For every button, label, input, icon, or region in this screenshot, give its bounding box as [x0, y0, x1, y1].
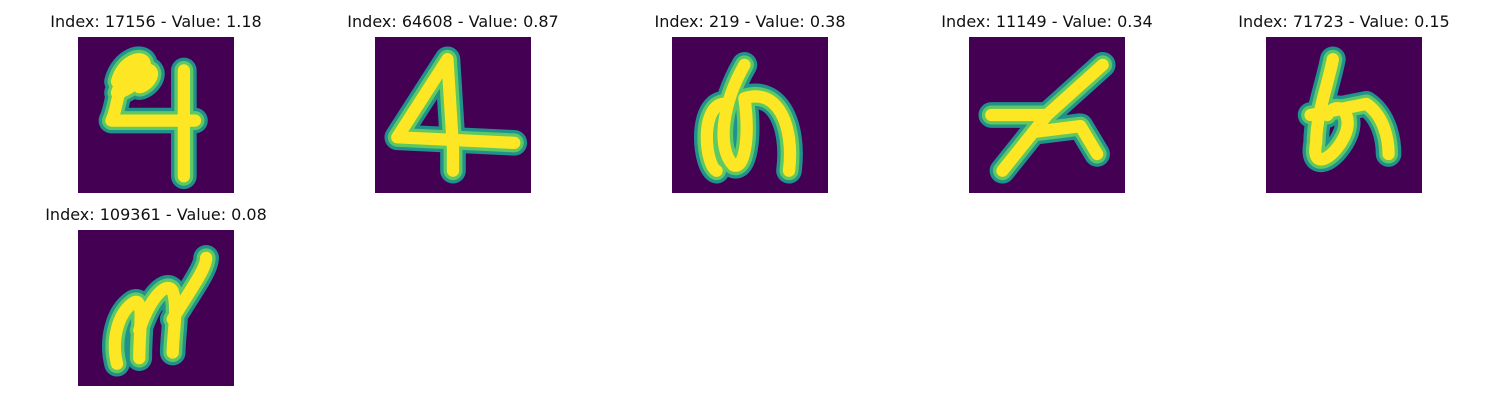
handwritten-4-with-loop-image: [78, 37, 234, 193]
stroke-core: [985, 58, 1109, 177]
stroke-core: [391, 53, 521, 177]
panel-title: Index: 11149 - Value: 0.34: [941, 12, 1153, 31]
hiragana-no-like-image: [672, 37, 828, 193]
panel-title: Index: 64608 - Value: 0.87: [347, 12, 559, 31]
stroke-core: [108, 251, 213, 370]
stroke-core: [1304, 53, 1395, 166]
stroke-core: [105, 53, 202, 183]
handwritten-m-like-image: [78, 230, 234, 386]
panel-title: Index: 219 - Value: 0.38: [654, 12, 846, 31]
panel-title: Index: 71723 - Value: 0.15: [1238, 12, 1450, 31]
handwritten-4-image: [375, 37, 531, 193]
hiragana-o-like-image: [1266, 37, 1422, 193]
panel-title: Index: 17156 - Value: 1.18: [50, 12, 262, 31]
stroke-core: [700, 58, 797, 177]
hiragana-su-like-image: [969, 37, 1125, 193]
panel-title: Index: 109361 - Value: 0.08: [45, 205, 267, 224]
